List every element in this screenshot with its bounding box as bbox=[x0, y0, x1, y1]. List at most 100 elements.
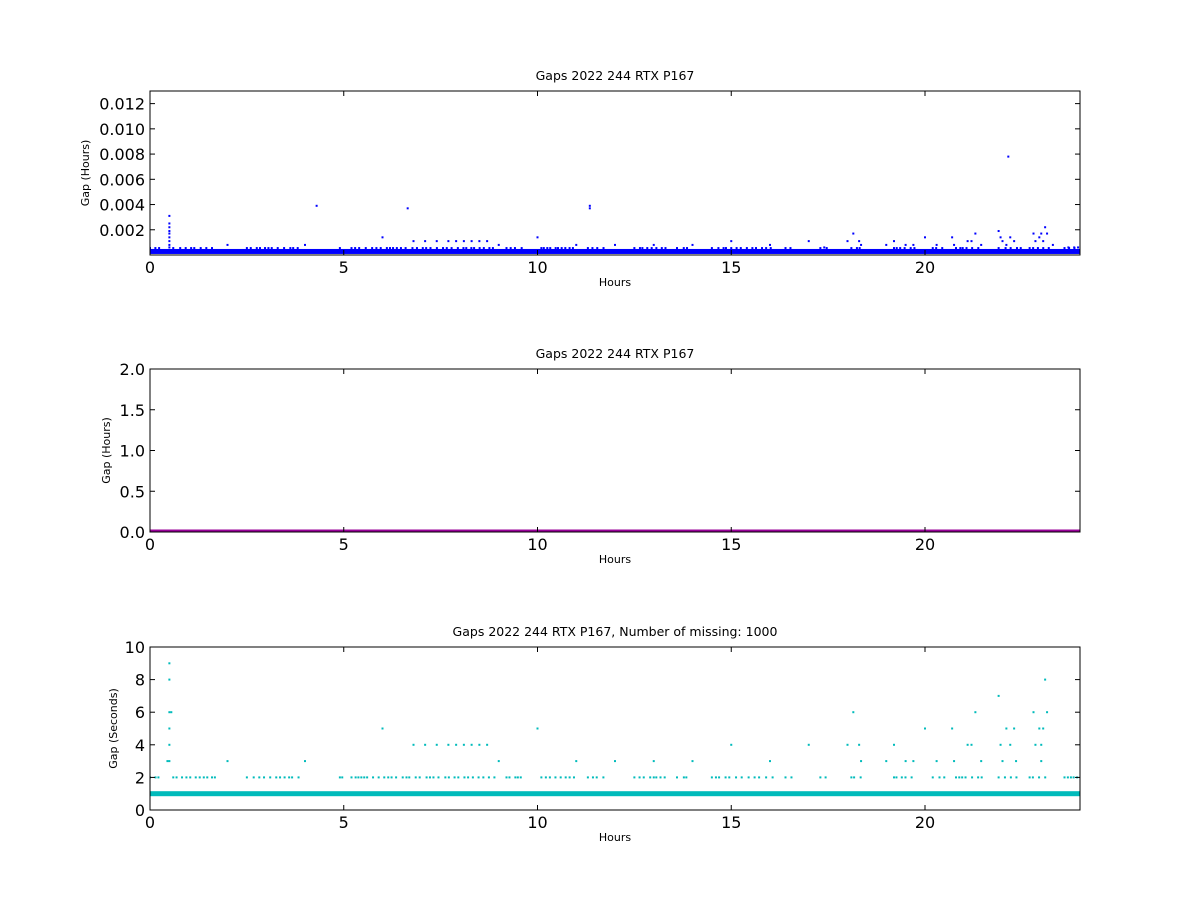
gap-marker-low bbox=[414, 776, 417, 779]
data-point bbox=[912, 760, 915, 763]
gap-marker-low bbox=[338, 247, 341, 250]
x-tick-label: 5 bbox=[339, 258, 349, 277]
gap-marker-low bbox=[641, 247, 644, 250]
gap-marker-low bbox=[354, 247, 357, 250]
gap-marker-low bbox=[1038, 776, 1041, 779]
data-point bbox=[1040, 232, 1043, 235]
gap-marker-low bbox=[747, 776, 750, 779]
plot-area bbox=[150, 529, 1080, 532]
gap-marker-low bbox=[172, 247, 175, 250]
data-point bbox=[730, 240, 733, 243]
gap-marker-low bbox=[363, 776, 366, 779]
gap-marker-low bbox=[542, 247, 545, 250]
data-point bbox=[885, 760, 888, 763]
gap-marker-low bbox=[473, 247, 476, 250]
x-tick-label: 20 bbox=[915, 535, 935, 554]
x-tick-label: 20 bbox=[915, 813, 935, 832]
data-point bbox=[470, 743, 473, 746]
gap-marker-low bbox=[664, 247, 667, 250]
gap-marker-low bbox=[761, 247, 764, 250]
gap-marker-low bbox=[559, 776, 562, 779]
data-point bbox=[1044, 678, 1047, 681]
data-point bbox=[381, 236, 384, 239]
y-tick-label: 0.012 bbox=[99, 95, 145, 114]
gap-marker-low bbox=[564, 776, 567, 779]
data-point bbox=[168, 214, 171, 217]
y-axis-label: Gap (Hours) bbox=[79, 140, 92, 207]
data-point bbox=[536, 727, 539, 730]
data-point bbox=[769, 760, 771, 763]
y-tick-label: 1.0 bbox=[120, 442, 145, 461]
gap-marker-low bbox=[739, 247, 742, 250]
gap-marker-low bbox=[379, 247, 382, 250]
gap-marker-low bbox=[850, 247, 853, 250]
gap-marker-low bbox=[435, 247, 438, 250]
x-tick-label: 10 bbox=[527, 813, 547, 832]
data-point bbox=[860, 243, 863, 246]
data-point bbox=[478, 240, 481, 243]
gap-marker-low bbox=[633, 776, 636, 779]
gap-marker-low bbox=[825, 247, 828, 250]
data-point bbox=[691, 760, 694, 763]
gap-marker-low bbox=[181, 776, 184, 779]
data-point bbox=[168, 226, 171, 229]
gap-marker-low bbox=[540, 247, 543, 250]
gap-marker-low bbox=[730, 247, 733, 250]
data-point bbox=[614, 760, 616, 763]
gap-marker-low bbox=[564, 247, 567, 250]
y-tick-label: 2.0 bbox=[120, 360, 145, 379]
x-tick-label: 5 bbox=[339, 813, 349, 832]
x-tick-label: 0 bbox=[145, 535, 155, 554]
x-axis-label: Hours bbox=[599, 831, 631, 844]
gap-marker-low bbox=[595, 776, 598, 779]
gap-marker-low bbox=[154, 776, 157, 779]
baseline-band bbox=[150, 529, 1080, 532]
gap-marker-low bbox=[432, 776, 435, 779]
gap-marker-low bbox=[267, 247, 270, 250]
gap-marker-low bbox=[904, 776, 907, 779]
y-tick-label: 0.002 bbox=[99, 221, 145, 240]
gap-marker-low bbox=[958, 776, 961, 779]
gap-marker-low bbox=[980, 776, 983, 779]
data-point bbox=[614, 243, 616, 246]
gap-marker-low bbox=[206, 776, 209, 779]
y-tick-label: 0.0 bbox=[120, 523, 145, 542]
data-point bbox=[168, 678, 171, 681]
data-point bbox=[168, 727, 171, 730]
gap-marker-low bbox=[291, 776, 294, 779]
data-point bbox=[1042, 240, 1045, 243]
gap-marker-low bbox=[638, 776, 641, 779]
data-point bbox=[412, 743, 415, 746]
data-point bbox=[486, 743, 489, 746]
data-point bbox=[997, 694, 1000, 697]
data-point bbox=[1032, 232, 1035, 235]
gap-marker-low bbox=[259, 247, 262, 250]
gap-marker-low bbox=[682, 776, 685, 779]
gap-marker-low bbox=[959, 247, 962, 250]
data-point bbox=[168, 232, 171, 235]
gap-marker-low bbox=[487, 776, 490, 779]
x-tick-label: 15 bbox=[721, 535, 741, 554]
x-tick-label: 5 bbox=[339, 535, 349, 554]
gap-marker-low bbox=[395, 776, 398, 779]
data-point bbox=[1042, 727, 1045, 730]
gap-marker-low bbox=[724, 776, 727, 779]
gap-marker-low bbox=[685, 776, 688, 779]
data-point bbox=[912, 243, 915, 246]
gap-marker-low bbox=[350, 776, 353, 779]
data-point bbox=[1073, 246, 1076, 249]
data-point bbox=[1040, 743, 1043, 746]
x-tick-label: 10 bbox=[527, 535, 547, 554]
gap-marker-low bbox=[943, 776, 946, 779]
gap-marker-low bbox=[549, 247, 552, 250]
gap-marker-low bbox=[190, 247, 193, 250]
data-point bbox=[953, 243, 956, 246]
gap-marker-low bbox=[154, 247, 157, 250]
x-tick-label: 0 bbox=[145, 813, 155, 832]
data-point bbox=[951, 236, 954, 239]
data-point bbox=[168, 222, 171, 225]
data-point bbox=[953, 760, 956, 763]
gap-marker-low bbox=[655, 776, 658, 779]
data-point bbox=[1077, 246, 1080, 249]
gap-marker-low bbox=[296, 247, 299, 250]
